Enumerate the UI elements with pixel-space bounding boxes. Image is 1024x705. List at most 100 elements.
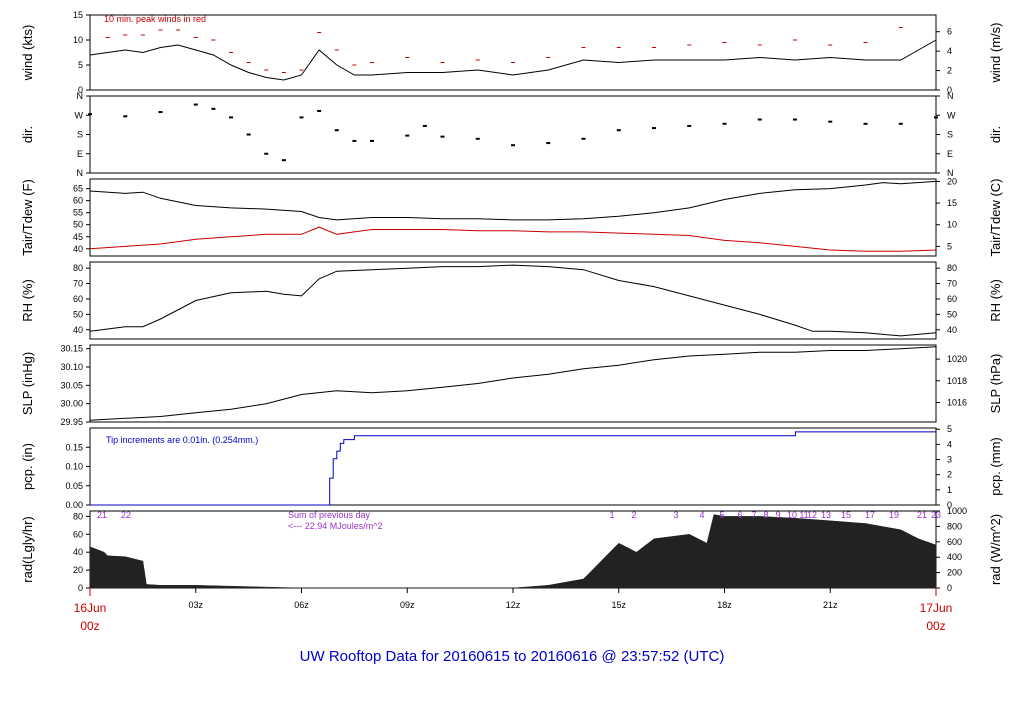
right-tick-label: 2 — [947, 470, 952, 480]
dir-point — [581, 137, 586, 140]
ylabel-left-rad: rad(Lgly/hr) — [20, 516, 35, 582]
rad-sum-line1: Sum of previous day — [288, 510, 371, 520]
dir-point — [652, 127, 656, 130]
rad-hour-label: 7 — [751, 510, 756, 520]
left-tick-label: 30.10 — [60, 362, 83, 372]
right-tick-label: 6 — [947, 27, 952, 37]
left-tick-label: W — [75, 110, 84, 120]
rad-hour-label: 3 — [673, 510, 678, 520]
left-tick-label: 60 — [73, 294, 83, 304]
right-tick-label: 15 — [947, 198, 957, 208]
right-tick-label: 40 — [947, 325, 957, 335]
dir-point — [475, 137, 480, 140]
dir-point — [934, 116, 938, 119]
left-tick-label: N — [77, 91, 84, 101]
rad-hour-label: 1 — [609, 510, 614, 520]
rad-hour-label: 4 — [699, 510, 704, 520]
dir-point — [123, 115, 128, 118]
ylabel-right-slp: SLP (hPa) — [988, 354, 1003, 414]
left-tick-label: 0.10 — [65, 462, 83, 472]
dir-point — [370, 139, 374, 142]
right-tick-label: 0 — [947, 583, 952, 593]
right-tick-label: 70 — [947, 279, 957, 289]
ylabel-right-dir: dir. — [988, 126, 1003, 143]
left-tick-label: 40 — [73, 244, 83, 254]
right-tick-label: S — [947, 130, 953, 140]
left-tick-label: N — [77, 168, 84, 178]
rad-hour-label: 10 — [787, 510, 797, 520]
left-tick-label: 60 — [73, 529, 83, 539]
x-tick-label: 15z — [611, 600, 626, 610]
right-tick-label: 50 — [947, 309, 957, 319]
ylabel-left-dir: dir. — [20, 126, 35, 143]
rad-hour-label: 9 — [775, 510, 780, 520]
dir-point — [317, 109, 322, 112]
x-start-hour: 00z — [80, 619, 99, 633]
wind-note: 10 min. peak winds in red — [104, 14, 206, 24]
dir-point — [158, 111, 163, 114]
right-tick-label: 1016 — [947, 397, 967, 407]
dir-point — [334, 129, 339, 132]
chart-title: UW Rooftop Data for 20160615 to 20160616… — [299, 648, 725, 665]
dir-point — [352, 139, 357, 142]
dir-point — [546, 142, 551, 145]
dir-point — [511, 144, 515, 147]
ylabel-right-wind: wind (m/s) — [988, 23, 1003, 84]
rad-hour-label: 8 — [763, 510, 768, 520]
dir-point — [405, 134, 410, 137]
dir-point — [757, 118, 762, 121]
dir-point — [246, 133, 251, 136]
left-tick-label: 40 — [73, 325, 83, 335]
right-tick-label: 60 — [947, 294, 957, 304]
left-tick-label: 30.00 — [60, 399, 83, 409]
left-tick-label: 55 — [73, 208, 83, 218]
dir-point — [793, 118, 797, 121]
right-tick-label: N — [947, 168, 954, 178]
rad-hour-label: 15 — [841, 510, 851, 520]
dir-point — [193, 103, 198, 106]
series-line-temp — [89, 226, 937, 252]
right-tick-label: 0 — [947, 500, 952, 510]
ylabel-left-temp: Tair/Tdew (F) — [20, 179, 35, 256]
left-tick-label: 80 — [73, 511, 83, 521]
rad-hour-label: 2 — [631, 510, 636, 520]
pcp-note: Tip increments are 0.01in. (0.254mm.) — [106, 435, 258, 445]
ylabel-left-pcp: pcp. (in) — [20, 443, 35, 490]
dir-point — [229, 116, 233, 119]
right-tick-label: 5 — [947, 424, 952, 434]
ylabel-right-rad: rad (W/m^2) — [988, 514, 1003, 585]
right-tick-label: 1018 — [947, 376, 967, 386]
right-tick-label: 20 — [947, 176, 957, 186]
series-line-slp — [89, 346, 937, 421]
right-tick-label: 800 — [947, 521, 962, 531]
right-tick-label: 400 — [947, 552, 962, 562]
left-tick-label: 0.00 — [65, 500, 83, 510]
left-tick-label: 50 — [73, 309, 83, 319]
dir-point — [828, 120, 833, 123]
ylabel-right-rh: RH (%) — [988, 279, 1003, 322]
panel-frame-dir — [89, 95, 937, 174]
left-tick-label: E — [77, 149, 83, 159]
series-line-rh — [89, 264, 937, 337]
x-end-hour: 00z — [926, 619, 945, 633]
dir-point — [863, 122, 868, 125]
right-tick-label: W — [947, 110, 956, 120]
left-tick-label: 30.05 — [60, 380, 83, 390]
right-tick-label: 80 — [947, 263, 957, 273]
dir-point — [722, 122, 727, 125]
right-tick-label: 1000 — [947, 506, 967, 516]
left-tick-label: 50 — [73, 220, 83, 230]
left-tick-label: 70 — [73, 279, 83, 289]
rad-hour-label: 22 — [121, 510, 131, 520]
left-tick-label: 0.05 — [65, 481, 83, 491]
dir-point — [211, 107, 216, 110]
rad-hour-label: 6 — [737, 510, 742, 520]
rad-hour-label: 17 — [865, 510, 875, 520]
ylabel-right-temp: Tair/Tdew (C) — [988, 178, 1003, 256]
left-tick-label: 80 — [73, 263, 83, 273]
rad-hour-label: 21 — [917, 510, 927, 520]
x-tick-label: 09z — [400, 600, 415, 610]
right-tick-label: 10 — [947, 220, 957, 230]
dir-point — [422, 124, 427, 127]
dir-point — [616, 129, 621, 132]
